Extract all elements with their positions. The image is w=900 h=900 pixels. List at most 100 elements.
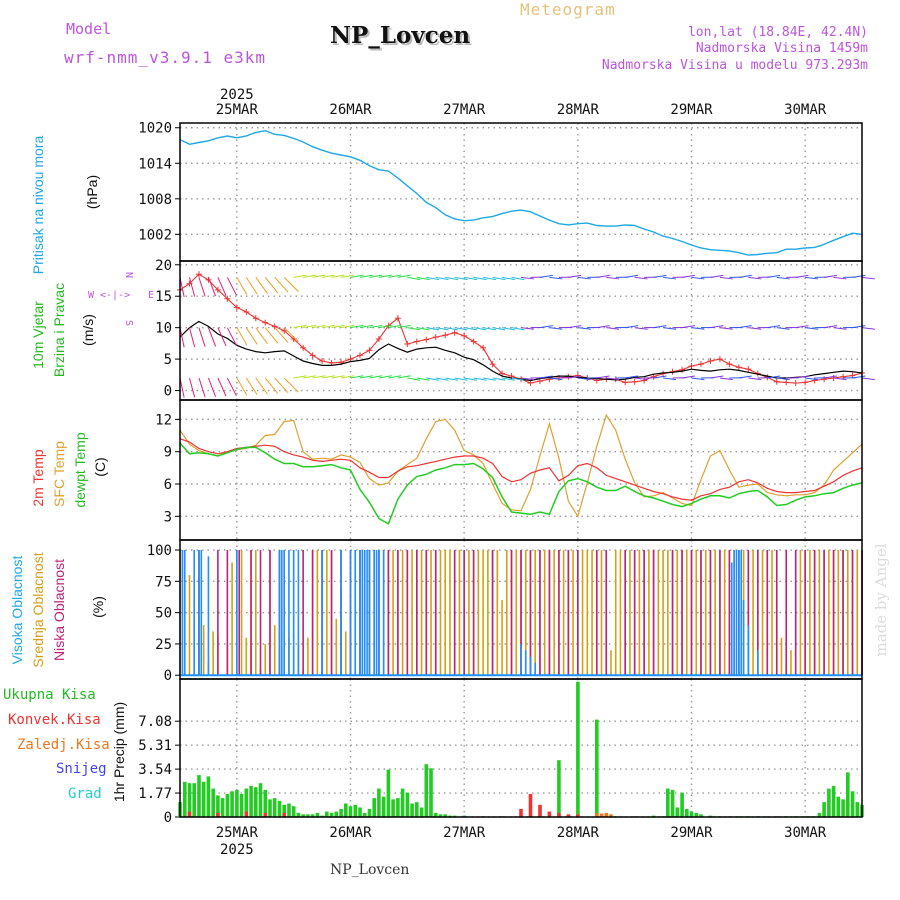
precip-legend-snow: Snijeg [56, 761, 107, 777]
wind-arrow [388, 324, 402, 329]
precip-conv-bar [528, 794, 533, 817]
wind-arrow [207, 327, 217, 347]
precip-total-bar [381, 796, 386, 817]
precip-total-bar [850, 791, 855, 817]
precip-conv-bar [566, 814, 571, 817]
wind-arrow [188, 277, 196, 297]
wind-arrow [397, 274, 411, 278]
wind-arrow [634, 276, 648, 280]
wind-arrow [681, 325, 695, 329]
wind-arrow [852, 325, 866, 329]
precip-total-bar [291, 806, 296, 817]
precip-tick-label: 1.77 [138, 786, 172, 802]
precip-total-bar [306, 814, 310, 817]
wind-arrow [568, 325, 582, 329]
precip-legend-freezing: Zaledj.Kisa [17, 737, 110, 753]
precip-conv-bar [557, 812, 561, 817]
wind-arrow [577, 327, 591, 330]
precip-conv-bar [538, 804, 542, 817]
model-elevation-label: Nadmorska Visina u modelu 973.293m [601, 58, 868, 73]
wind-arrow [492, 377, 506, 381]
wind-arrow [312, 324, 326, 329]
pressure-tick-label: 1014 [138, 156, 172, 172]
wind-arrow [369, 375, 383, 379]
precip-total-bar [296, 812, 301, 817]
precip-total-bar [216, 795, 220, 817]
temperature-tick-label: 6 [164, 477, 172, 493]
wind-arrow [445, 327, 459, 331]
wind-arrow [435, 377, 449, 381]
precip-total-bar [334, 811, 339, 817]
wind-arrow [805, 377, 819, 381]
bottom-day-label: 30MAR [784, 825, 827, 841]
wind-arrow [274, 327, 289, 343]
wind-arrow [511, 377, 525, 381]
top-day-label: 27MAR [443, 102, 486, 118]
wind-arrow [236, 377, 248, 396]
precip-total-bar [415, 802, 419, 817]
precip-total-bar [310, 814, 315, 817]
wind-arrow [596, 325, 610, 329]
wind-arrow [264, 377, 279, 394]
wind-arrow [625, 325, 639, 329]
wind-arrow [397, 324, 411, 329]
pressure-tick-label: 1008 [138, 192, 172, 208]
wind-arrow [217, 327, 227, 347]
precip-total-bar [220, 798, 225, 817]
wind-arrow [577, 377, 591, 381]
wind-arrow [634, 377, 648, 381]
wind-arrow [435, 276, 449, 281]
wind-arrow [217, 277, 227, 296]
precip-total-bar [358, 807, 362, 817]
precip-tick-label: 5.31 [138, 738, 172, 754]
wind-arrow [549, 327, 563, 330]
wind-arrow [824, 274, 838, 278]
compass-e: E [148, 290, 154, 301]
wind-arrow [464, 327, 478, 331]
precip-total-bar [230, 791, 234, 817]
wind-arrow [255, 377, 268, 395]
precip-total-bar [277, 800, 282, 817]
wind-arrow [350, 274, 364, 278]
wind-arrow [245, 327, 258, 345]
wind-arrow [577, 276, 591, 280]
precip-total-bar [400, 788, 405, 817]
wind-arrow [321, 324, 335, 329]
wind-arrow [861, 276, 875, 280]
wind-tick-label: 5 [164, 352, 172, 368]
precip-total-bar [391, 799, 395, 817]
wind-arrow [445, 276, 459, 281]
wind-arrow [340, 375, 354, 379]
precip-total-bar [249, 785, 253, 817]
wind-arrow [378, 274, 392, 278]
wind-tick-label: 20 [155, 258, 172, 274]
precip-tick-label: 3.54 [138, 762, 172, 778]
wind-tick-label: 10 [155, 321, 172, 337]
wind-arrow [188, 327, 196, 348]
wind-arrow [710, 325, 724, 329]
precip-total-bar [595, 719, 599, 817]
wind-arrow [331, 375, 345, 379]
wind-arrow [416, 377, 430, 381]
precip-total-bar [831, 785, 836, 817]
precip-total-bar [438, 814, 443, 817]
wind-arrow [473, 327, 487, 331]
precip-total-bar [301, 814, 305, 817]
wind-arrow [501, 276, 515, 281]
wind-arrow [350, 324, 364, 329]
wind-arrow [767, 325, 781, 329]
wind-arrow [198, 327, 206, 347]
bottom-day-label: 29MAR [670, 825, 713, 841]
wind-arrow [217, 377, 227, 397]
compass-bar: <-|-> [100, 290, 130, 301]
precip-total-bar [410, 803, 414, 817]
wind-arrow [397, 375, 411, 379]
precip-tick-label: 7.08 [138, 714, 172, 730]
wind-arrow [407, 327, 421, 331]
wind-arrow [303, 375, 317, 379]
bottom-day-label: 28MAR [557, 825, 600, 841]
wind-arrow [359, 324, 373, 329]
precip-conv-bar [216, 812, 220, 817]
wind-arrow [795, 274, 809, 278]
wind-arrow [454, 276, 468, 281]
